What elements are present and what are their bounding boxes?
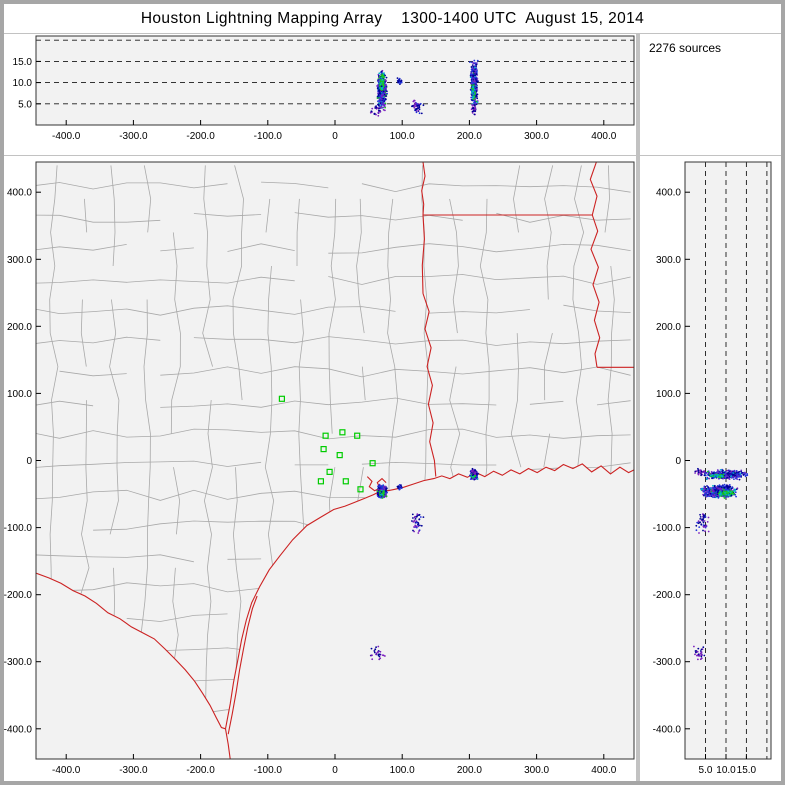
svg-text:400.0: 400.0 bbox=[656, 188, 681, 199]
svg-text:-400.0: -400.0 bbox=[4, 724, 32, 735]
map-panel: -400.0 -300.0 -200.0 -100.0 0 100.0 200.0 300.0… bbox=[4, 156, 636, 781]
svg-text:15.0: 15.0 bbox=[737, 765, 757, 776]
svg-text:-100.0: -100.0 bbox=[254, 131, 283, 142]
svg-text:300.0: 300.0 bbox=[524, 765, 549, 776]
altitude-ns-panel: 400.0 300.0 200.0 100.0 0 -100.0 -200.0 -300.0 -… bbox=[640, 156, 781, 781]
svg-text:0: 0 bbox=[332, 131, 338, 142]
altitude-gridlines bbox=[36, 39, 634, 105]
station-markers bbox=[278, 395, 376, 493]
svg-text:10.0: 10.0 bbox=[716, 765, 736, 776]
svg-text:200.0: 200.0 bbox=[656, 322, 681, 333]
svg-text:100.0: 100.0 bbox=[7, 389, 32, 400]
svg-text:-200.0: -200.0 bbox=[4, 590, 32, 601]
svg-text:400.0: 400.0 bbox=[591, 131, 616, 142]
lightning-points bbox=[369, 467, 479, 661]
page-title: Houston Lightning Mapping Array 1300-140… bbox=[140, 9, 645, 27]
svg-text:5.0: 5.0 bbox=[18, 99, 32, 110]
svg-text:400.0: 400.0 bbox=[7, 188, 32, 199]
svg-text:200.0: 200.0 bbox=[457, 131, 482, 142]
title-bar: Houston Lightning Mapping Array 1300-140… bbox=[4, 4, 781, 33]
axis-ticks-labels: -400.0 -300.0 -200.0 -100.0 0 100.0 200.0 300.0… bbox=[13, 57, 617, 142]
mexico-gulf-mask bbox=[36, 463, 634, 759]
svg-text:5.0: 5.0 bbox=[699, 765, 713, 776]
svg-text:10.0: 10.0 bbox=[13, 78, 33, 89]
sources-count: 2276 sources bbox=[649, 41, 722, 55]
svg-text:-400.0: -400.0 bbox=[52, 131, 81, 142]
lightning-points bbox=[693, 467, 749, 661]
lightning-points bbox=[369, 59, 479, 117]
axis-ticks-labels: -400.0 -300.0 -200.0 -100.0 0 100.0 200.0 300.0… bbox=[4, 188, 617, 776]
svg-text:-300.0: -300.0 bbox=[119, 131, 148, 142]
map-plot[interactable]: -400.0 -300.0 -200.0 -100.0 0 100.0 200.0 300.0… bbox=[4, 156, 636, 781]
altitude-ns-plot[interactable]: 400.0 300.0 200.0 100.0 0 -100.0 -200.0 -300.0 -… bbox=[640, 156, 781, 781]
state-borders-coastline bbox=[36, 162, 634, 759]
axis-ticks-labels: 400.0 300.0 200.0 100.0 0 -100.0 -200.0 -300.0 -… bbox=[653, 188, 757, 776]
svg-text:-400.0: -400.0 bbox=[653, 724, 682, 735]
svg-text:15.0: 15.0 bbox=[13, 57, 33, 68]
svg-text:100.0: 100.0 bbox=[390, 131, 415, 142]
svg-text:100.0: 100.0 bbox=[656, 389, 681, 400]
svg-text:-100.0: -100.0 bbox=[653, 523, 682, 534]
svg-text:300.0: 300.0 bbox=[7, 255, 32, 266]
svg-text:200.0: 200.0 bbox=[457, 765, 482, 776]
svg-text:-100.0: -100.0 bbox=[4, 523, 32, 534]
altitude-ew-plot[interactable]: -400.0 -300.0 -200.0 -100.0 0 100.0 200.0 300.0… bbox=[4, 34, 636, 155]
svg-text:-300.0: -300.0 bbox=[653, 657, 682, 668]
altitude-ew-panel: -400.0 -300.0 -200.0 -100.0 0 100.0 200.0 300.0… bbox=[4, 34, 636, 155]
svg-text:-300.0: -300.0 bbox=[4, 657, 32, 668]
svg-text:-200.0: -200.0 bbox=[186, 131, 215, 142]
svg-text:300.0: 300.0 bbox=[656, 255, 681, 266]
altitude-gridlines bbox=[705, 162, 768, 759]
svg-text:-300.0: -300.0 bbox=[119, 765, 148, 776]
svg-text:-100.0: -100.0 bbox=[254, 765, 283, 776]
svg-text:200.0: 200.0 bbox=[7, 322, 32, 333]
sources-panel: 2276 sources bbox=[640, 34, 781, 155]
svg-text:-400.0: -400.0 bbox=[52, 765, 81, 776]
svg-text:400.0: 400.0 bbox=[591, 765, 616, 776]
svg-text:300.0: 300.0 bbox=[524, 131, 549, 142]
svg-text:-200.0: -200.0 bbox=[186, 765, 215, 776]
svg-text:-200.0: -200.0 bbox=[653, 590, 682, 601]
svg-text:0: 0 bbox=[332, 765, 338, 776]
svg-text:0: 0 bbox=[26, 456, 32, 467]
svg-text:100.0: 100.0 bbox=[390, 765, 415, 776]
svg-text:0: 0 bbox=[675, 456, 681, 467]
